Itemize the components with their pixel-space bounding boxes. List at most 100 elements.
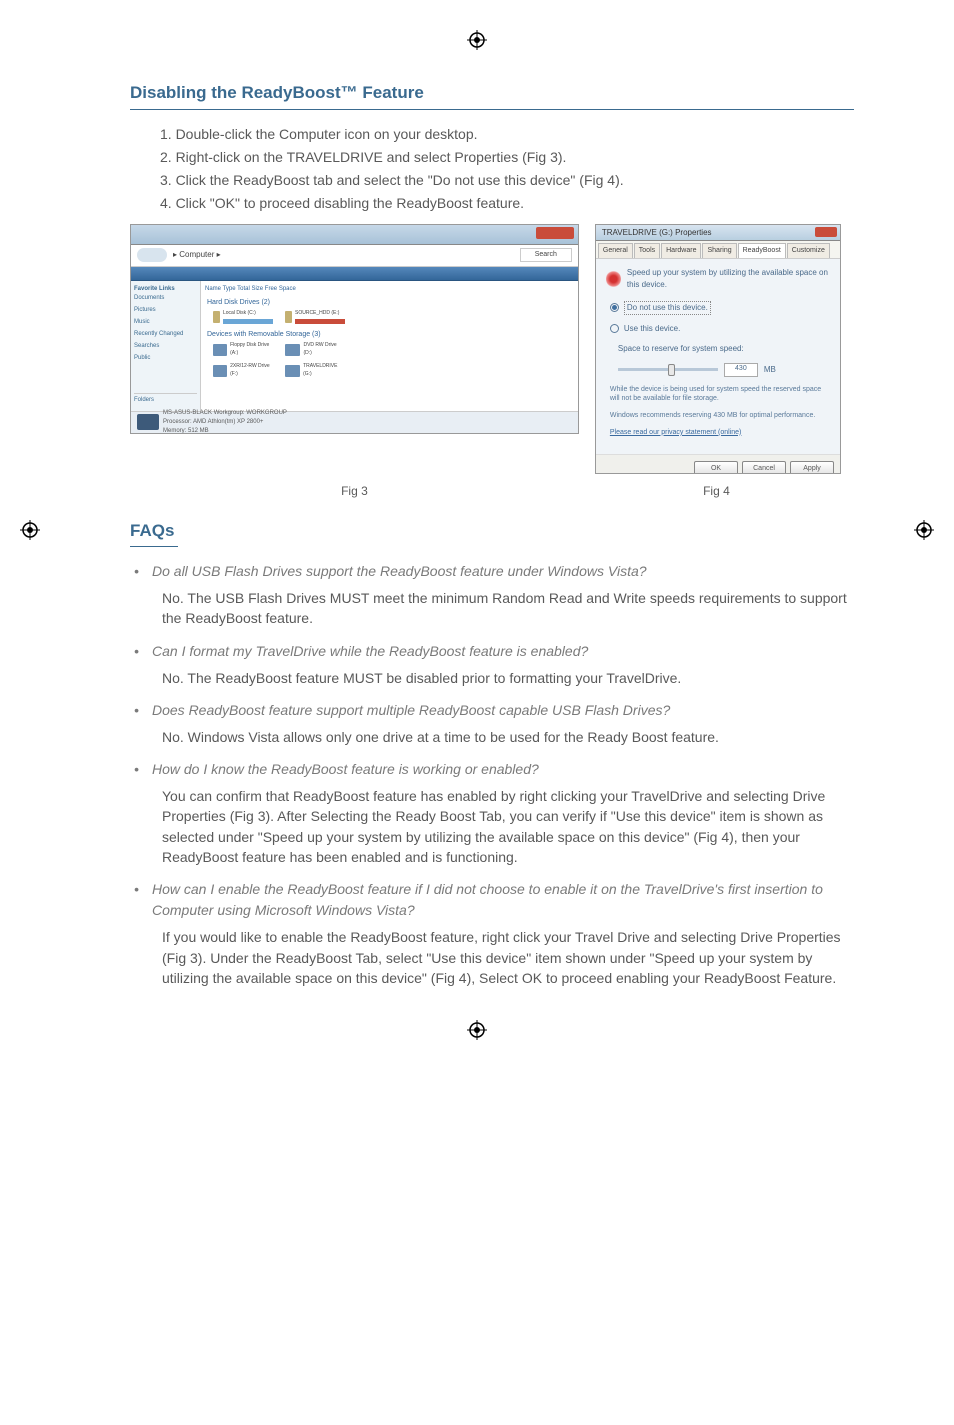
faq-item-1: •Do all USB Flash Drives support the Rea… (134, 561, 854, 629)
faq-a-1: No. The USB Flash Drives MUST meet the m… (162, 588, 854, 629)
fig3-sidebar: Favorite Links Documents Pictures Music … (131, 281, 201, 411)
faq-item-5: •How can I enable the ReadyBoost feature… (134, 879, 854, 988)
fig3-toolbar (131, 267, 578, 281)
figures-row: ▸ Computer ▸ Search Favorite Links Docum… (130, 224, 854, 474)
fig3-nav-bar: ▸ Computer ▸ Search (131, 245, 578, 267)
fig3-drive-a: Floppy Disk Drive (A:) (213, 342, 273, 357)
fig4-cancel-button: Cancel (742, 461, 786, 473)
fig4-tab-readyboost: ReadyBoost (738, 243, 786, 258)
faq-a-4: You can confirm that ReadyBoost feature … (162, 786, 854, 867)
fig4-tabs: General Tools Hardware Sharing ReadyBoos… (596, 241, 840, 259)
fig4-close-icon (815, 227, 837, 237)
fig4-caption: Fig 4 (579, 482, 854, 500)
fig4-radio1 (610, 303, 619, 312)
fig4-reserve-label: Space to reserve for system speed: (618, 343, 830, 355)
faq-item-3: •Does ReadyBoost feature support multipl… (134, 700, 854, 747)
fig3-drive-a-name: Floppy Disk Drive (A:) (230, 342, 273, 357)
fig3-footer-memory: Memory: 512 MB (163, 427, 287, 434)
faq-q-5: How can I enable the ReadyBoost feature … (152, 879, 854, 921)
fig3-drive-g: TRAVELDRIVE (G:) (285, 363, 345, 378)
fig3-group1-heading: Hard Disk Drives (2) (207, 298, 574, 309)
fig3-columns: Name Type Total Size Free Space (205, 285, 574, 294)
steps-list: 1. Double-click the Computer icon on you… (160, 124, 854, 214)
fig3-sidebar-searches: Searches (134, 342, 197, 351)
fig4-note1: While the device is being used for syste… (610, 385, 826, 403)
fig3-sidebar-public: Public (134, 354, 197, 363)
fig4-slider-row: 430 MB (618, 363, 830, 377)
step-1: 1. Double-click the Computer icon on you… (160, 124, 854, 145)
fig3-drive-e-name: SOURCE_HDD (E:) (295, 310, 345, 318)
fig-caption-row: Fig 3 Fig 4 (130, 482, 854, 500)
fig4-tab-tools: Tools (634, 243, 660, 258)
faq-a-2: No. The ReadyBoost feature MUST be disab… (162, 668, 854, 688)
fig3-drive-f: 2XR/12-RW Drive (F:) (213, 363, 273, 378)
crop-mark-bottom (467, 1020, 487, 1040)
fig3-group2-heading: Devices with Removable Storage (3) (207, 330, 574, 341)
fig3-screenshot: ▸ Computer ▸ Search Favorite Links Docum… (130, 224, 579, 434)
fig4-title-text: TRAVELDRIVE (G:) Properties (602, 228, 712, 237)
faq-a-5: If you would like to enable the ReadyBoo… (162, 927, 854, 988)
fig3-drive-c-icon (213, 311, 220, 323)
fig4-radio2-label: Use this device. (624, 323, 680, 335)
figure-3: ▸ Computer ▸ Search Favorite Links Docum… (130, 224, 579, 434)
fig4-privacy-link: Please read our privacy statement (onlin… (610, 428, 826, 439)
fig4-radio1-label: Do not use this device. (624, 301, 711, 315)
fig3-drive-g-name: TRAVELDRIVE (G:) (303, 363, 345, 378)
fig4-slider (618, 368, 718, 371)
fig3-sidebar-title: Favorite Links (134, 285, 197, 294)
fig4-radio1-row: Do not use this device. (610, 301, 830, 315)
fig3-nav-arrows-icon (137, 248, 167, 262)
fig3-breadcrumb: ▸ Computer ▸ (173, 249, 221, 261)
faqs-title: FAQs (130, 518, 178, 548)
faq-a-3: No. Windows Vista allows only one drive … (162, 727, 854, 747)
faq-q-3: Does ReadyBoost feature support multiple… (152, 700, 670, 721)
fig3-sidebar-pictures: Pictures (134, 306, 197, 315)
fig4-speed-icon (606, 270, 621, 288)
crop-mark-left (20, 520, 40, 540)
fig3-footer-icon (137, 414, 159, 430)
fig3-drive-a-icon (213, 344, 227, 356)
fig4-slider-thumb (668, 364, 675, 376)
fig3-titlebar (131, 225, 578, 245)
fig3-footer-processor: Processor: AMD Athlon(tm) XP 2800+ (163, 418, 287, 427)
fig4-note2: Windows recommends reserving 430 MB for … (610, 411, 826, 420)
fig3-drive-d-name: DVD RW Drive (D:) (303, 342, 345, 357)
step-3: 3. Click the ReadyBoost tab and select t… (160, 170, 854, 191)
fig4-spinner: 430 (724, 363, 758, 377)
fig4-screenshot: TRAVELDRIVE (G:) Properties General Tool… (595, 224, 841, 474)
fig3-drive-c-bar (223, 319, 273, 324)
fig3-footer-title: MS-ASUS-BLACK Workgroup: WORKGROUP (163, 409, 287, 418)
fig3-footer: MS-ASUS-BLACK Workgroup: WORKGROUP Proce… (131, 411, 578, 433)
fig4-slider-unit: MB (764, 364, 776, 376)
fig3-drive-f-icon (213, 365, 227, 377)
fig4-radio2-row: Use this device. (610, 323, 830, 335)
fig3-drive-d-icon (285, 344, 300, 356)
fig4-header-row: Speed up your system by utilizing the av… (606, 267, 830, 291)
fig3-drive-c-name: Local Disk (C:) (223, 310, 273, 318)
faq-q-4: How do I know the ReadyBoost feature is … (152, 759, 539, 780)
fig3-search-input: Search (520, 248, 572, 263)
section1-title: Disabling the ReadyBoost™ Feature (130, 80, 854, 110)
fig3-group2-drives-row2: 2XR/12-RW Drive (F:) TRAVELDRIVE (G:) (213, 363, 574, 378)
step-2: 2. Right-click on the TRAVELDRIVE and se… (160, 147, 854, 168)
fig4-tab-sharing: Sharing (702, 243, 736, 258)
fig4-header-text: Speed up your system by utilizing the av… (627, 267, 830, 291)
fig3-drive-e-icon (285, 311, 292, 323)
fig3-drive-g-icon (285, 365, 300, 377)
fig3-drive-e-bar (295, 319, 345, 324)
faq-item-4: •How do I know the ReadyBoost feature is… (134, 759, 854, 867)
fig3-drive-d: DVD RW Drive (D:) (285, 342, 345, 357)
fig4-content: Speed up your system by utilizing the av… (596, 259, 840, 455)
fig4-radio2 (610, 324, 619, 333)
fig4-apply-button: Apply (790, 461, 834, 473)
fig3-folders-label: Folders (134, 393, 197, 405)
fig4-titlebar: TRAVELDRIVE (G:) Properties (596, 225, 840, 241)
fig3-drive-c: Local Disk (C:) (213, 310, 273, 324)
fig4-tab-general: General (598, 243, 633, 258)
fig3-sidebar-recent: Recently Changed (134, 330, 197, 339)
figure-4: TRAVELDRIVE (G:) Properties General Tool… (595, 224, 841, 474)
fig4-tab-hardware: Hardware (661, 243, 701, 258)
faqs-list: •Do all USB Flash Drives support the Rea… (134, 561, 854, 988)
fig3-body: Favorite Links Documents Pictures Music … (131, 281, 578, 411)
fig3-main: Name Type Total Size Free Space Hard Dis… (201, 281, 578, 411)
